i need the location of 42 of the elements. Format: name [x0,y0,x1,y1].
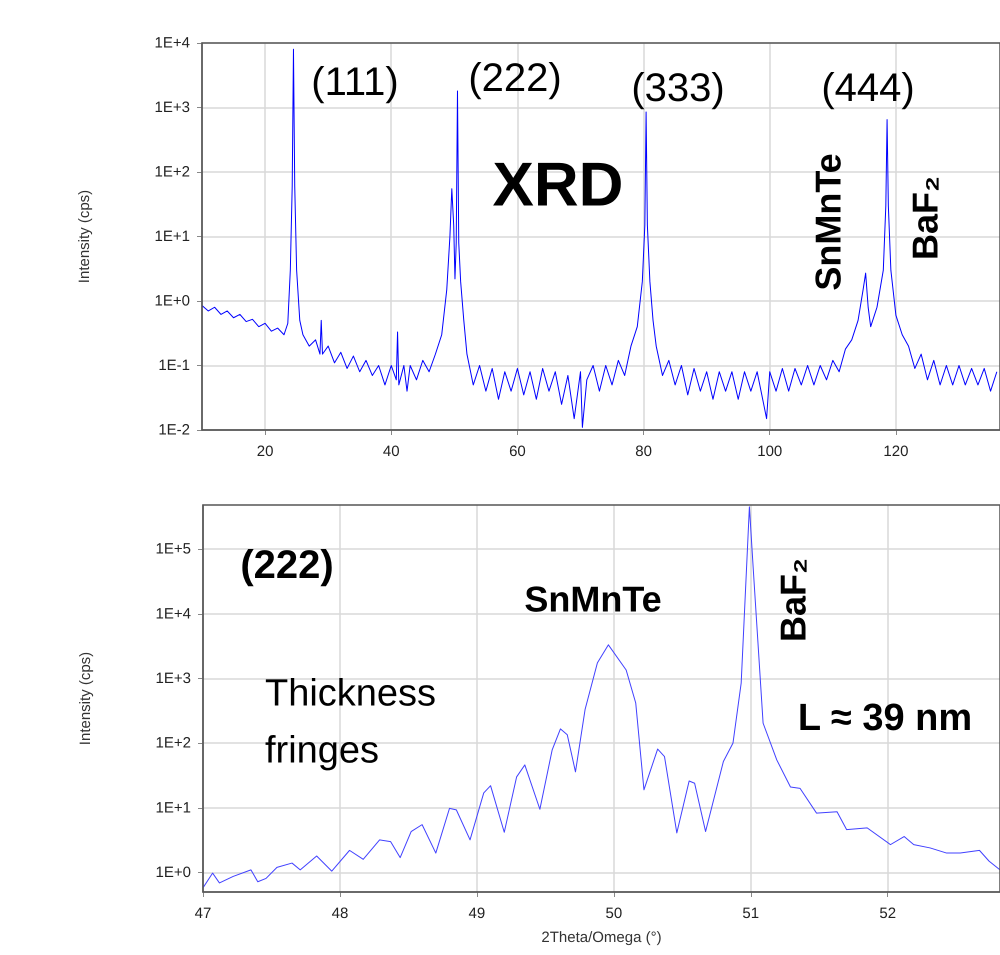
y-tick-label: 1E+4 [154,34,190,52]
annotation: XRD [492,150,624,220]
y-tick-label: 1E+5 [156,540,191,558]
y-tick-label: 1E-2 [158,422,190,438]
x-tick-label: 48 [332,905,348,922]
y-tick-label: 1E+1 [156,799,191,816]
annotation: SnMnTe [808,153,848,291]
annotation: SnMnTe [524,578,662,620]
annotation: (222) [240,543,334,587]
x-tick-label: 100 [757,443,782,460]
annotation: Thickness fringes [265,672,447,772]
annotation: (333) [631,66,725,110]
x-tick-label: 60 [509,443,526,460]
y-tick-label: 1E+4 [156,605,191,622]
y-tick-label: 1E+3 [156,670,191,687]
y-tick-label: 1E+1 [154,228,190,245]
y-tick-label: 1E+0 [154,292,190,310]
x-tick-label: 49 [468,905,486,922]
annotation: (111) [311,60,399,104]
x-tick-label: 50 [605,905,622,922]
x-tick-label: 52 [879,905,896,922]
y-tick-label: 1E+2 [156,734,191,752]
x-tick-label: 40 [382,443,400,460]
y-tick-label: 1E+0 [156,864,191,882]
annotation: L ≈ 39 nm [798,697,972,739]
line-series [202,506,1000,888]
x-tick-label: 47 [194,905,212,922]
y-tick-label: 1E-1 [158,357,190,374]
y-tick-label: 1E+3 [154,99,190,116]
annotation: (222) [468,56,562,100]
annotation: BaF₂ [772,558,814,642]
x-tick-label: 80 [635,443,652,460]
annotation: BaF₂ [904,176,946,260]
x-tick-label: 120 [883,443,908,460]
x-axis-title: 2Theta/Omega (°) [541,929,662,946]
line-series [202,48,998,428]
y-axis-title: Intensity (cps) [77,652,94,746]
x-tick-label: 20 [256,443,274,460]
y-axis-title: Intensity (cps) [76,190,93,284]
x-tick-label: 51 [742,905,760,922]
y-tick-label: 1E+2 [154,164,190,180]
annotation: (444) [821,66,915,110]
